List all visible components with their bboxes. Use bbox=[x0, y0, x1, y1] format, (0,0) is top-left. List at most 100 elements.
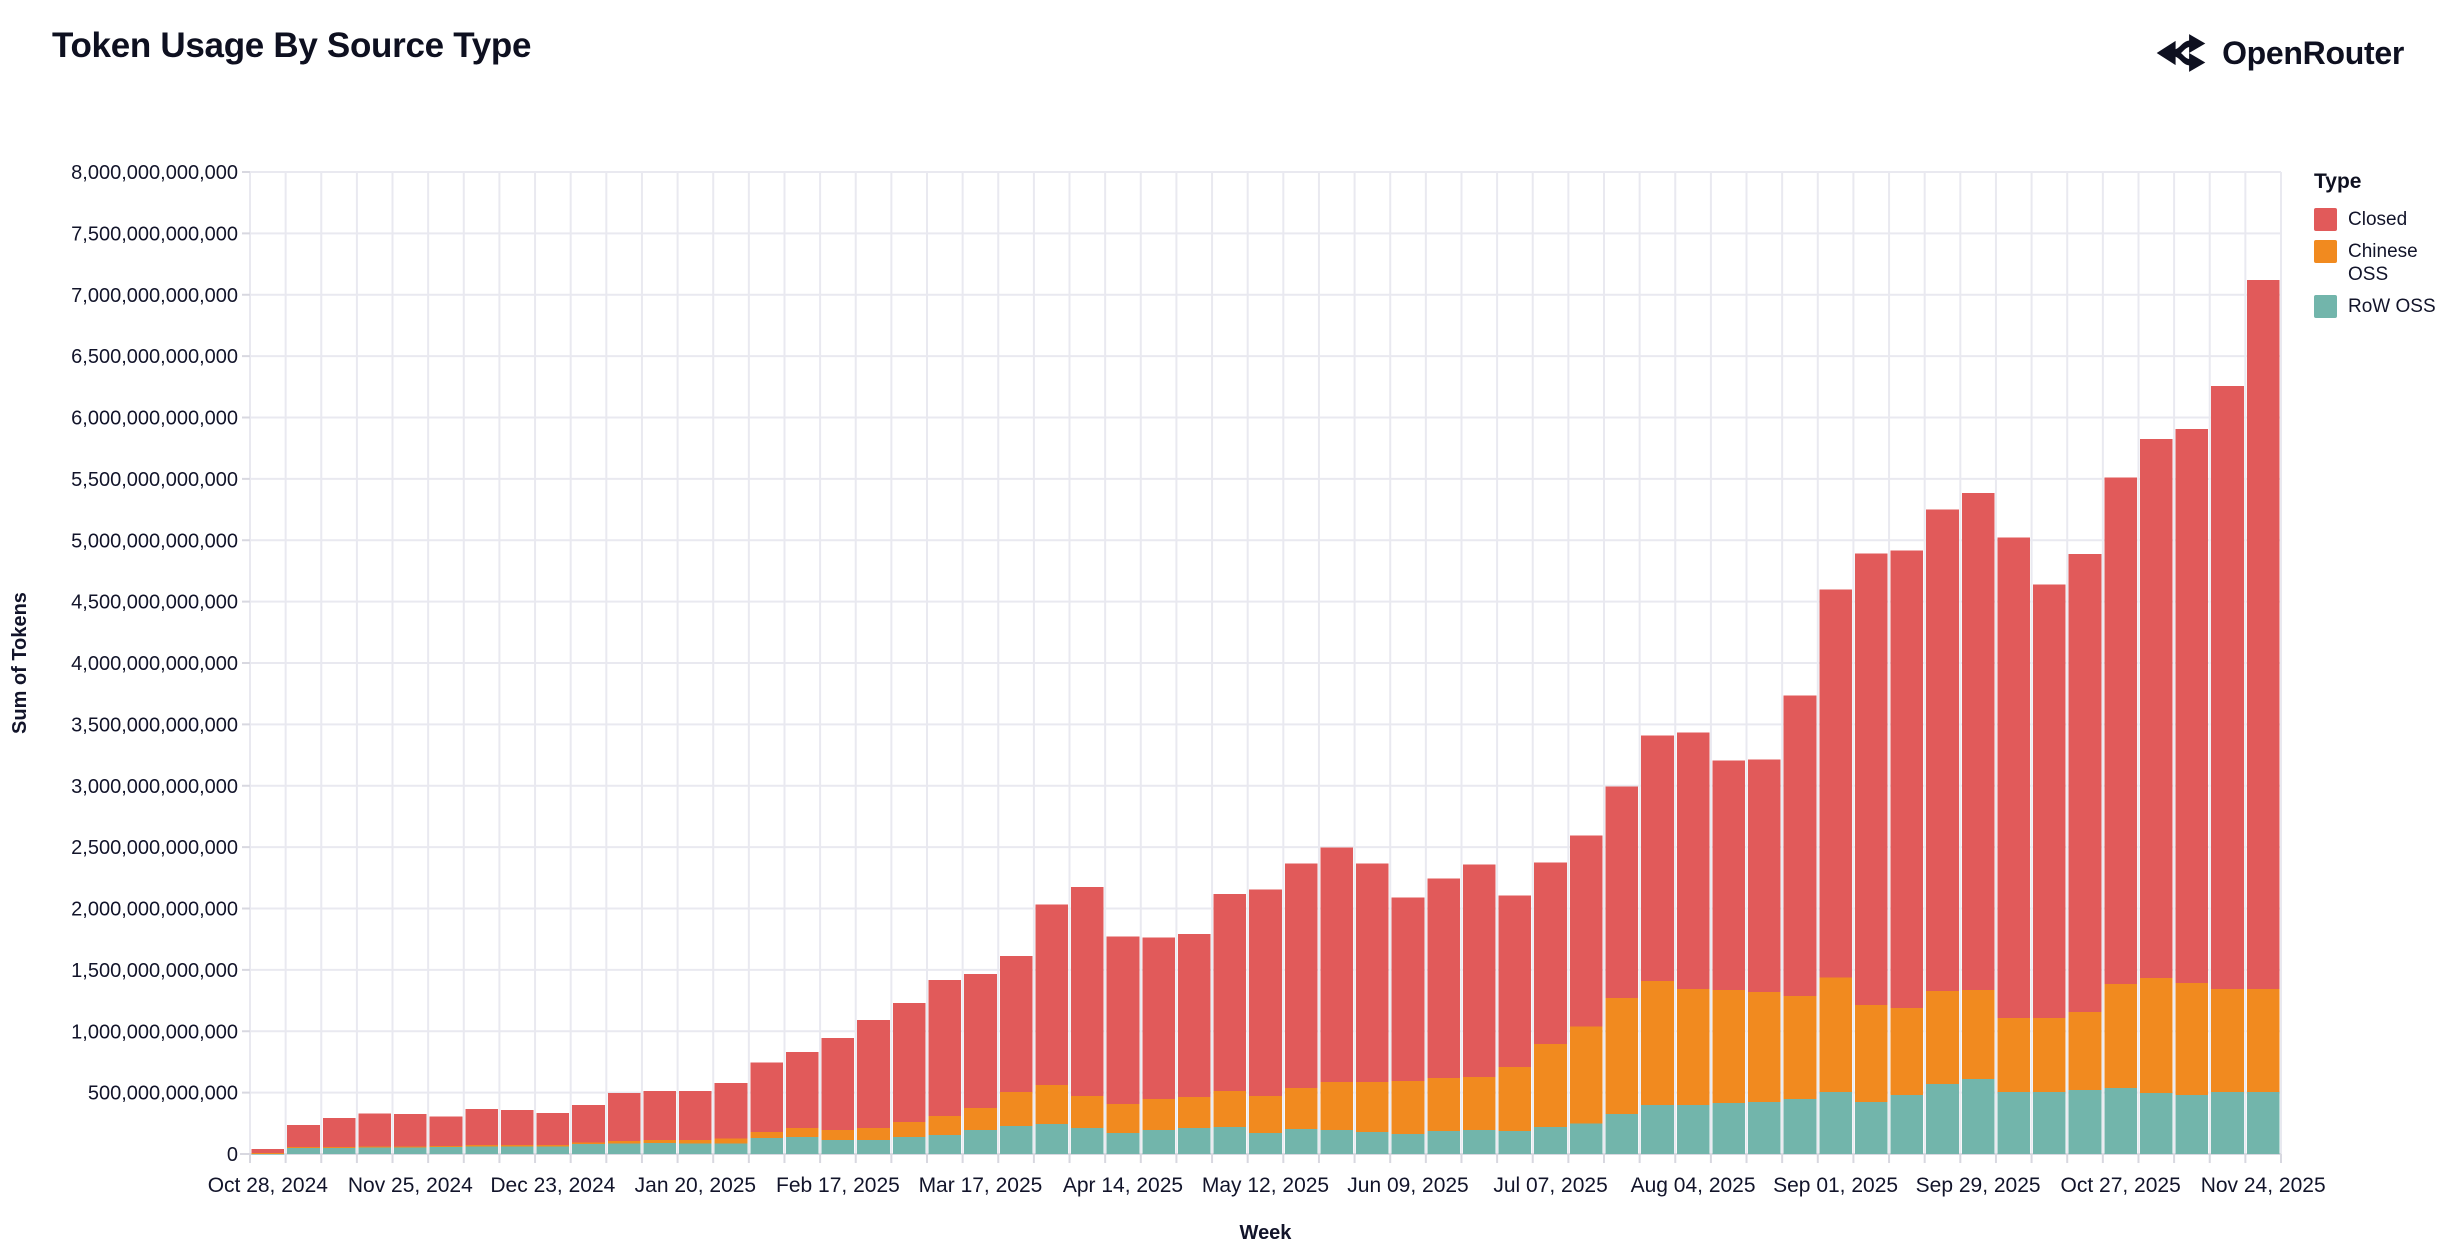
bar-segment[interactable]: Feb 17, 2025 — Chinese OSS bbox=[821, 1129, 855, 1141]
bar-segment[interactable]: Feb 03, 2025 — Closed bbox=[750, 1062, 783, 1132]
bar-segment[interactable]: Feb 24, 2025 — Closed bbox=[857, 1019, 890, 1128]
bar-segment[interactable]: May 05, 2025 — Chinese OSS bbox=[1213, 1090, 1247, 1127]
bar-segment[interactable]: Jul 21, 2025 — Chinese OSS bbox=[1605, 997, 1639, 1114]
bar-segment[interactable]: Jun 30, 2025 — Chinese OSS bbox=[1498, 1066, 1532, 1131]
bar-segment[interactable]: Dec 23, 2024 — Chinese OSS bbox=[536, 1145, 570, 1147]
bar-segment[interactable]: Feb 10, 2025 — Closed bbox=[785, 1051, 819, 1128]
bar-segment[interactable]: Jan 20, 2025 — RoW OSS bbox=[679, 1143, 712, 1154]
bar-segment[interactable]: Feb 03, 2025 — Chinese OSS bbox=[750, 1131, 783, 1139]
bar-segment[interactable]: Apr 14, 2025 — RoW OSS bbox=[1106, 1133, 1140, 1154]
bar-segment[interactable]: Jul 28, 2025 — RoW OSS bbox=[1641, 1104, 1674, 1154]
bar-segment[interactable]: Sep 22, 2025 — Chinese OSS bbox=[1926, 990, 1959, 1084]
bar-segment[interactable]: Feb 17, 2025 — RoW OSS bbox=[821, 1140, 855, 1154]
bar-segment[interactable]: May 05, 2025 — Closed bbox=[1213, 893, 1247, 1091]
bar-segment[interactable]: May 19, 2025 — RoW OSS bbox=[1284, 1128, 1318, 1154]
bar-segment[interactable]: Jul 28, 2025 — Chinese OSS bbox=[1641, 980, 1674, 1105]
bar-segment[interactable]: Jun 09, 2025 — Chinese OSS bbox=[1391, 1080, 1425, 1134]
bar-segment[interactable]: May 12, 2025 — Closed bbox=[1249, 889, 1282, 1096]
bar-segment[interactable]: Nov 10, 2025 — Chinese OSS bbox=[2175, 982, 2209, 1095]
bar-segment[interactable]: Oct 06, 2025 — Closed bbox=[1997, 537, 2031, 1018]
bar-segment[interactable]: Nov 10, 2025 — Closed bbox=[2175, 429, 2209, 983]
bar-segment[interactable]: Aug 11, 2025 — RoW OSS bbox=[1712, 1102, 1746, 1154]
bar-segment[interactable]: Dec 30, 2024 — RoW OSS bbox=[572, 1144, 605, 1154]
bar-segment[interactable]: Mar 10, 2025 — RoW OSS bbox=[928, 1134, 962, 1154]
bar-segment[interactable]: Jan 06, 2025 — Chinese OSS bbox=[607, 1141, 641, 1144]
bar-segment[interactable]: May 26, 2025 — Closed bbox=[1320, 847, 1354, 1082]
bar-segment[interactable]: May 12, 2025 — Chinese OSS bbox=[1249, 1095, 1282, 1134]
bar-segment[interactable]: Sep 01, 2025 — RoW OSS bbox=[1819, 1091, 1852, 1154]
bar-segment[interactable]: Nov 03, 2025 — RoW OSS bbox=[2139, 1092, 2173, 1154]
bar-segment[interactable]: Oct 27, 2025 — Chinese OSS bbox=[2104, 983, 2137, 1088]
bar-segment[interactable]: Mar 31, 2025 — Chinese OSS bbox=[1035, 1084, 1069, 1124]
bar-segment[interactable]: Oct 28, 2024 — Closed bbox=[251, 1149, 285, 1154]
bar-segment[interactable]: Nov 24, 2025 — RoW OSS bbox=[2246, 1091, 2280, 1154]
bar-segment[interactable]: Apr 28, 2025 — Closed bbox=[1177, 933, 1211, 1097]
bar-segment[interactable]: Jan 27, 2025 — RoW OSS bbox=[714, 1143, 748, 1154]
bar-segment[interactable]: Nov 17, 2025 — Closed bbox=[2211, 386, 2244, 989]
bar-segment[interactable]: May 19, 2025 — Chinese OSS bbox=[1284, 1087, 1318, 1129]
bar-segment[interactable]: Sep 01, 2025 — Closed bbox=[1819, 589, 1852, 978]
bar-segment[interactable]: Jun 23, 2025 — Closed bbox=[1462, 864, 1496, 1077]
bar-segment[interactable]: May 19, 2025 — Closed bbox=[1284, 863, 1318, 1088]
bar-segment[interactable]: Jun 02, 2025 — Chinese OSS bbox=[1356, 1081, 1389, 1132]
bar-segment[interactable]: Aug 25, 2025 — Closed bbox=[1783, 695, 1817, 996]
bar-segment[interactable]: Mar 03, 2025 — RoW OSS bbox=[892, 1136, 926, 1154]
bar-segment[interactable]: Apr 21, 2025 — Closed bbox=[1142, 937, 1175, 1099]
bar-segment[interactable]: Jul 07, 2025 — Closed bbox=[1534, 862, 1567, 1044]
bar-segment[interactable]: Nov 17, 2025 — Chinese OSS bbox=[2211, 988, 2244, 1092]
bar-segment[interactable]: Nov 04, 2024 — RoW OSS bbox=[287, 1147, 320, 1154]
bar-segment[interactable]: Mar 03, 2025 — Chinese OSS bbox=[892, 1121, 926, 1137]
bar-segment[interactable]: Nov 25, 2024 — Chinese OSS bbox=[394, 1146, 427, 1148]
bar-segment[interactable]: Oct 27, 2025 — Closed bbox=[2104, 477, 2137, 984]
bar-segment[interactable]: Jul 28, 2025 — Closed bbox=[1641, 735, 1674, 981]
bar-segment[interactable]: Nov 17, 2025 — RoW OSS bbox=[2211, 1091, 2244, 1154]
bar-segment[interactable]: Dec 16, 2024 — Chinese OSS bbox=[500, 1145, 534, 1147]
bar-segment[interactable]: Sep 22, 2025 — Closed bbox=[1926, 509, 1959, 991]
bar-segment[interactable]: Mar 24, 2025 — Closed bbox=[999, 955, 1033, 1093]
bar-segment[interactable]: Jul 07, 2025 — RoW OSS bbox=[1534, 1126, 1567, 1154]
bar-segment[interactable]: Aug 18, 2025 — Chinese OSS bbox=[1748, 991, 1781, 1102]
bar-segment[interactable]: Sep 15, 2025 — Closed bbox=[1890, 550, 1924, 1008]
bar-segment[interactable]: Oct 13, 2025 — Chinese OSS bbox=[2033, 1018, 2066, 1092]
bar-segment[interactable]: Apr 21, 2025 — Chinese OSS bbox=[1142, 1098, 1175, 1130]
bar-segment[interactable]: Mar 31, 2025 — RoW OSS bbox=[1035, 1123, 1069, 1154]
bar-segment[interactable]: Apr 14, 2025 — Chinese OSS bbox=[1106, 1103, 1140, 1134]
legend-item-row-oss[interactable]: RoW OSS bbox=[2314, 295, 2446, 318]
bar-segment[interactable]: Mar 03, 2025 — Closed bbox=[892, 1002, 926, 1122]
bar-segment[interactable]: Sep 08, 2025 — Closed bbox=[1854, 553, 1888, 1005]
bar-segment[interactable]: Aug 25, 2025 — RoW OSS bbox=[1783, 1098, 1817, 1154]
bar-segment[interactable]: Sep 29, 2025 — Closed bbox=[1961, 493, 1995, 990]
bar-segment[interactable]: Apr 07, 2025 — Closed bbox=[1071, 886, 1104, 1096]
bar-segment[interactable]: Feb 17, 2025 — Closed bbox=[821, 1037, 855, 1130]
bar-segment[interactable]: Apr 07, 2025 — RoW OSS bbox=[1071, 1127, 1104, 1154]
bar-segment[interactable]: Dec 23, 2024 — Closed bbox=[536, 1113, 570, 1146]
bar-segment[interactable]: Jul 14, 2025 — Chinese OSS bbox=[1569, 1026, 1603, 1124]
bar-segment[interactable]: Dec 02, 2024 — Closed bbox=[429, 1116, 463, 1147]
bar-segment[interactable]: Jul 14, 2025 — RoW OSS bbox=[1569, 1123, 1603, 1154]
bar-segment[interactable]: May 12, 2025 — RoW OSS bbox=[1249, 1133, 1282, 1154]
bar-segment[interactable]: Oct 28, 2024 — Chinese OSS bbox=[251, 1153, 285, 1155]
bar-segment[interactable]: Nov 25, 2024 — RoW OSS bbox=[394, 1147, 427, 1154]
bar-segment[interactable]: Oct 06, 2025 — Chinese OSS bbox=[1997, 1017, 2031, 1092]
bar-segment[interactable]: Jul 14, 2025 — Closed bbox=[1569, 835, 1603, 1027]
bar-segment[interactable]: Mar 17, 2025 — Closed bbox=[964, 973, 997, 1108]
bar-segment[interactable]: Nov 18, 2024 — RoW OSS bbox=[358, 1147, 392, 1154]
bar-segment[interactable]: Nov 04, 2024 — Chinese OSS bbox=[287, 1146, 320, 1148]
bar-segment[interactable]: Dec 02, 2024 — Chinese OSS bbox=[429, 1146, 463, 1148]
bar-segment[interactable]: Mar 10, 2025 — Chinese OSS bbox=[928, 1115, 962, 1135]
bar-segment[interactable]: Aug 04, 2025 — RoW OSS bbox=[1676, 1104, 1710, 1154]
bar-segment[interactable]: Dec 02, 2024 — RoW OSS bbox=[429, 1147, 463, 1154]
bar-segment[interactable]: Nov 18, 2024 — Closed bbox=[358, 1113, 392, 1147]
bar-segment[interactable]: Dec 09, 2024 — RoW OSS bbox=[465, 1146, 498, 1154]
bar-segment[interactable]: Jan 13, 2025 — Chinese OSS bbox=[643, 1140, 677, 1144]
bar-segment[interactable]: Apr 07, 2025 — Chinese OSS bbox=[1071, 1095, 1104, 1128]
bar-segment[interactable]: May 26, 2025 — RoW OSS bbox=[1320, 1129, 1354, 1154]
bar-segment[interactable]: Apr 28, 2025 — Chinese OSS bbox=[1177, 1096, 1211, 1128]
bar-segment[interactable]: Aug 04, 2025 — Closed bbox=[1676, 732, 1710, 989]
bar-segment[interactable]: Aug 11, 2025 — Chinese OSS bbox=[1712, 989, 1746, 1103]
bar-segment[interactable]: Jun 16, 2025 — RoW OSS bbox=[1427, 1130, 1460, 1154]
bar-segment[interactable]: Jan 20, 2025 — Chinese OSS bbox=[679, 1139, 712, 1144]
bar-segment[interactable]: Aug 04, 2025 — Chinese OSS bbox=[1676, 988, 1710, 1105]
bar-segment[interactable]: Jun 16, 2025 — Closed bbox=[1427, 878, 1460, 1078]
bar-segment[interactable]: Nov 03, 2025 — Closed bbox=[2139, 439, 2173, 978]
